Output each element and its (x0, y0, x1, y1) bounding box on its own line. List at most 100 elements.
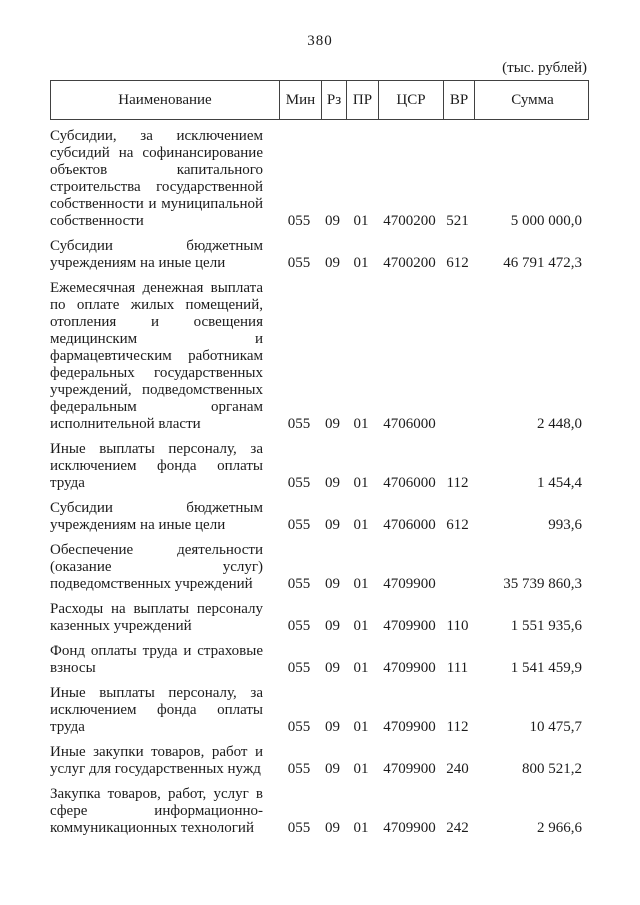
row-name: Фонд оплаты труда и страховые взносы (50, 643, 263, 676)
row-sum: 5 000 000,0 (510, 213, 582, 229)
row-rz-code: 09 (325, 517, 340, 533)
header-cell-csr: ЦСР (378, 81, 443, 119)
row-pr-code: 01 (353, 475, 369, 491)
table-row: Закупка товаров, работ, услуг в сфере ин… (50, 786, 589, 837)
row-vr-code: 612 (446, 517, 469, 533)
row-rz-code: 09 (325, 576, 340, 592)
row-pr-code: 01 (353, 618, 369, 634)
row-csr-code: 4706000 (383, 475, 436, 491)
row-name: Субсидии бюджетным учреждениям на иные ц… (50, 500, 263, 533)
row-pr-code: 01 (353, 576, 369, 592)
row-sum: 2 966,6 (537, 820, 582, 836)
table-row: Фонд оплаты труда и страховые взносы 055… (50, 643, 589, 677)
row-csr-code: 4706000 (383, 416, 436, 432)
table-row: Субсидии бюджетным учреждениям на иные ц… (50, 238, 589, 272)
row-pr-code: 01 (353, 761, 369, 777)
row-sum: 46 791 472,3 (503, 255, 582, 271)
row-vr-code: 612 (446, 255, 469, 271)
units-note: (тыс. рублей) (502, 60, 587, 76)
table-row: Иные выплаты персоналу, за исключением ф… (50, 441, 589, 492)
row-min-code: 055 (287, 517, 311, 533)
row-csr-code: 4709900 (383, 576, 436, 592)
header-cell-min: Мин (279, 81, 321, 119)
row-rz-code: 09 (325, 255, 340, 271)
row-min-code: 055 (287, 475, 311, 491)
row-name: Обеспечение деятельности (оказание услуг… (50, 542, 263, 592)
document-page: 380 (тыс. рублей) Наименование Мин Рз ПР… (50, 33, 589, 837)
row-min-code: 055 (287, 719, 311, 735)
row-sum: 993,6 (548, 517, 582, 533)
row-vr-code: 112 (446, 719, 469, 735)
row-pr-code: 01 (353, 255, 369, 271)
header-cell-name: Наименование (118, 91, 212, 108)
table-row: Обеспечение деятельности (оказание услуг… (50, 542, 589, 593)
row-sum: 1 541 459,9 (510, 660, 582, 676)
row-name: Иные выплаты персоналу, за исключением ф… (50, 441, 263, 491)
row-sum: 2 448,0 (537, 416, 582, 432)
row-sum: 1 551 935,6 (510, 618, 582, 634)
row-rz-code: 09 (325, 213, 340, 229)
budget-table: Наименование Мин Рз ПР ЦСР ВР Сумма Субс… (50, 80, 589, 837)
row-name: Расходы на выплаты персоналу казенных уч… (50, 601, 263, 634)
row-rz-code: 09 (325, 820, 340, 836)
row-vr-code: 521 (446, 213, 469, 229)
row-csr-code: 4709900 (383, 618, 436, 634)
row-rz-code: 09 (325, 416, 340, 432)
row-pr-code: 01 (353, 213, 369, 229)
table-row: Иные закупки товаров, работ и услуг для … (50, 744, 589, 778)
row-vr-code: 110 (446, 618, 469, 634)
header-cell-pr: ПР (346, 81, 378, 119)
row-rz-code: 09 (325, 719, 340, 735)
row-name: Иные выплаты персоналу, за исключением ф… (50, 685, 263, 735)
table-row: Субсидии, за исключением субсидий на соф… (50, 128, 589, 230)
row-name: Закупка товаров, работ, услуг в сфере ин… (50, 786, 263, 836)
row-rz-code: 09 (325, 475, 340, 491)
table-row: Ежемесячная денежная выплата по оплате ж… (50, 280, 589, 433)
row-sum: 10 475,7 (529, 719, 583, 735)
row-vr-code: 240 (446, 761, 469, 777)
row-min-code: 055 (287, 761, 311, 777)
table-body: Субсидии, за исключением субсидий на соф… (50, 120, 589, 837)
row-vr-code: 112 (446, 475, 469, 491)
row-min-code: 055 (287, 213, 311, 229)
table-row: Расходы на выплаты персоналу казенных уч… (50, 601, 589, 635)
row-csr-code: 4709900 (383, 719, 436, 735)
row-csr-code: 4706000 (383, 517, 436, 533)
row-min-code: 055 (287, 416, 311, 432)
row-min-code: 055 (287, 660, 311, 676)
row-name: Субсидии, за исключением субсидий на соф… (50, 128, 263, 229)
row-name: Иные закупки товаров, работ и услуг для … (50, 744, 263, 777)
row-min-code: 055 (287, 255, 311, 271)
row-csr-code: 4709900 (383, 820, 436, 836)
header-cell-sum: Сумма (474, 81, 590, 119)
row-pr-code: 01 (353, 719, 369, 735)
row-sum: 1 454,4 (537, 475, 582, 491)
page-content: (тыс. рублей) Наименование Мин Рз ПР ЦСР… (50, 60, 589, 837)
row-pr-code: 01 (353, 517, 369, 533)
row-csr-code: 4709900 (383, 761, 436, 777)
page-number: 380 (307, 33, 333, 49)
row-pr-code: 01 (353, 820, 369, 836)
row-pr-code: 01 (353, 660, 369, 676)
header-cell-vr: ВР (443, 81, 474, 119)
table-row: Иные выплаты персоналу, за исключением ф… (50, 685, 589, 736)
row-csr-code: 4700200 (383, 255, 436, 271)
row-rz-code: 09 (325, 660, 340, 676)
row-csr-code: 4700200 (383, 213, 436, 229)
row-pr-code: 01 (353, 416, 369, 432)
header-cell-rz: Рз (321, 81, 346, 119)
row-name: Субсидии бюджетным учреждениям на иные ц… (50, 238, 263, 271)
row-min-code: 055 (287, 820, 311, 836)
row-sum: 800 521,2 (522, 761, 582, 777)
table-row: Субсидии бюджетным учреждениям на иные ц… (50, 500, 589, 534)
row-rz-code: 09 (325, 761, 340, 777)
row-vr-code: 242 (446, 820, 469, 836)
row-name: Ежемесячная денежная выплата по оплате ж… (50, 280, 263, 432)
row-sum: 35 739 860,3 (503, 576, 582, 592)
row-rz-code: 09 (325, 618, 340, 634)
row-vr-code: 111 (446, 660, 469, 676)
table-header-row: Наименование Мин Рз ПР ЦСР ВР Сумма (50, 80, 589, 120)
row-csr-code: 4709900 (383, 660, 436, 676)
row-min-code: 055 (287, 576, 311, 592)
row-min-code: 055 (287, 618, 311, 634)
